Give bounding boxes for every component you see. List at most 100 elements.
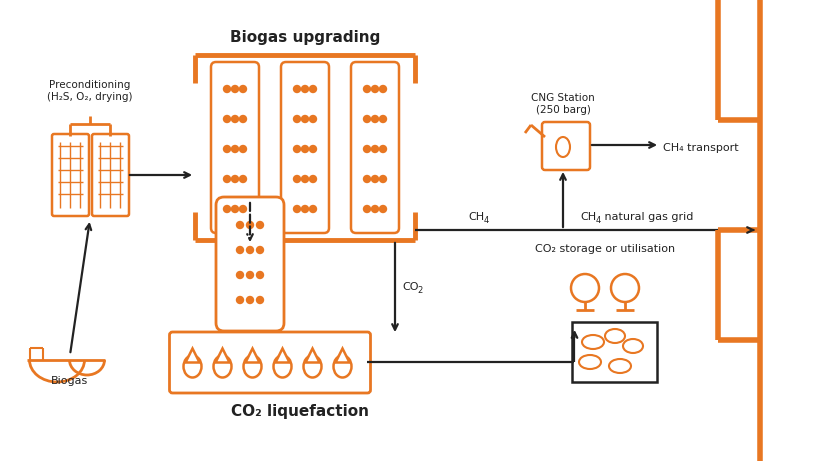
Text: 4: 4 xyxy=(483,216,489,225)
Circle shape xyxy=(371,206,378,213)
Circle shape xyxy=(363,176,370,183)
Circle shape xyxy=(256,272,263,278)
Circle shape xyxy=(224,206,230,213)
Ellipse shape xyxy=(333,355,351,378)
Ellipse shape xyxy=(604,329,624,343)
Circle shape xyxy=(309,176,316,183)
Circle shape xyxy=(379,146,386,153)
Circle shape xyxy=(231,146,238,153)
Circle shape xyxy=(301,85,308,93)
Circle shape xyxy=(231,85,238,93)
Circle shape xyxy=(231,206,238,213)
Circle shape xyxy=(236,221,243,229)
Circle shape xyxy=(371,116,378,123)
FancyBboxPatch shape xyxy=(92,134,129,216)
Circle shape xyxy=(247,247,253,254)
FancyBboxPatch shape xyxy=(52,134,89,216)
Circle shape xyxy=(224,85,230,93)
Ellipse shape xyxy=(243,355,261,378)
Text: CH: CH xyxy=(468,212,483,222)
FancyBboxPatch shape xyxy=(351,62,399,233)
Ellipse shape xyxy=(303,355,321,378)
Circle shape xyxy=(239,116,247,123)
Ellipse shape xyxy=(581,335,604,349)
Circle shape xyxy=(371,146,378,153)
Circle shape xyxy=(371,85,378,93)
Text: CO₂ storage or utilisation: CO₂ storage or utilisation xyxy=(534,244,674,254)
Ellipse shape xyxy=(213,355,231,378)
Circle shape xyxy=(293,146,300,153)
Ellipse shape xyxy=(183,355,201,378)
Text: Biogas: Biogas xyxy=(52,376,88,386)
Ellipse shape xyxy=(570,274,598,302)
Circle shape xyxy=(363,85,370,93)
Circle shape xyxy=(301,116,308,123)
Circle shape xyxy=(247,272,253,278)
Polygon shape xyxy=(245,349,259,362)
Ellipse shape xyxy=(555,137,569,157)
Text: Biogas upgrading: Biogas upgrading xyxy=(229,30,380,45)
Circle shape xyxy=(363,116,370,123)
Polygon shape xyxy=(335,349,349,362)
Ellipse shape xyxy=(274,355,291,378)
Circle shape xyxy=(247,221,253,229)
Circle shape xyxy=(301,206,308,213)
Ellipse shape xyxy=(610,274,638,302)
Circle shape xyxy=(236,247,243,254)
Text: 4: 4 xyxy=(595,216,600,225)
Circle shape xyxy=(247,296,253,303)
Circle shape xyxy=(293,206,300,213)
Ellipse shape xyxy=(578,355,600,369)
FancyBboxPatch shape xyxy=(541,122,590,170)
Text: CO₂ liquefaction: CO₂ liquefaction xyxy=(231,404,369,419)
Circle shape xyxy=(224,116,230,123)
Circle shape xyxy=(239,146,247,153)
Circle shape xyxy=(256,247,263,254)
Circle shape xyxy=(293,85,300,93)
Circle shape xyxy=(379,206,386,213)
Text: CH₄ transport: CH₄ transport xyxy=(663,143,738,153)
Circle shape xyxy=(301,176,308,183)
Circle shape xyxy=(239,206,247,213)
Circle shape xyxy=(239,176,247,183)
Circle shape xyxy=(363,206,370,213)
Circle shape xyxy=(293,116,300,123)
Circle shape xyxy=(309,116,316,123)
FancyBboxPatch shape xyxy=(215,197,283,331)
Circle shape xyxy=(239,85,247,93)
Polygon shape xyxy=(275,349,289,362)
Polygon shape xyxy=(185,349,199,362)
Circle shape xyxy=(379,176,386,183)
FancyBboxPatch shape xyxy=(170,332,370,393)
Text: CO: CO xyxy=(401,283,418,292)
Text: 2: 2 xyxy=(417,286,422,295)
Circle shape xyxy=(236,272,243,278)
Circle shape xyxy=(231,116,238,123)
Circle shape xyxy=(379,116,386,123)
Text: Preconditioning
(H₂S, O₂, drying): Preconditioning (H₂S, O₂, drying) xyxy=(48,80,133,102)
Text: CNG Station
(250 barg): CNG Station (250 barg) xyxy=(531,94,594,115)
Bar xyxy=(572,322,657,382)
Circle shape xyxy=(309,146,316,153)
Circle shape xyxy=(231,176,238,183)
Polygon shape xyxy=(215,349,229,362)
Text: CH: CH xyxy=(579,212,595,222)
Circle shape xyxy=(363,146,370,153)
Ellipse shape xyxy=(622,339,642,353)
Ellipse shape xyxy=(609,359,631,373)
Circle shape xyxy=(236,296,243,303)
Circle shape xyxy=(256,221,263,229)
Circle shape xyxy=(379,85,386,93)
FancyBboxPatch shape xyxy=(210,62,259,233)
Circle shape xyxy=(293,176,300,183)
Circle shape xyxy=(224,176,230,183)
FancyBboxPatch shape xyxy=(281,62,328,233)
Circle shape xyxy=(224,146,230,153)
Circle shape xyxy=(309,85,316,93)
Text: natural gas grid: natural gas grid xyxy=(600,212,693,222)
Circle shape xyxy=(309,206,316,213)
Circle shape xyxy=(256,296,263,303)
Circle shape xyxy=(301,146,308,153)
Polygon shape xyxy=(305,349,319,362)
Circle shape xyxy=(371,176,378,183)
